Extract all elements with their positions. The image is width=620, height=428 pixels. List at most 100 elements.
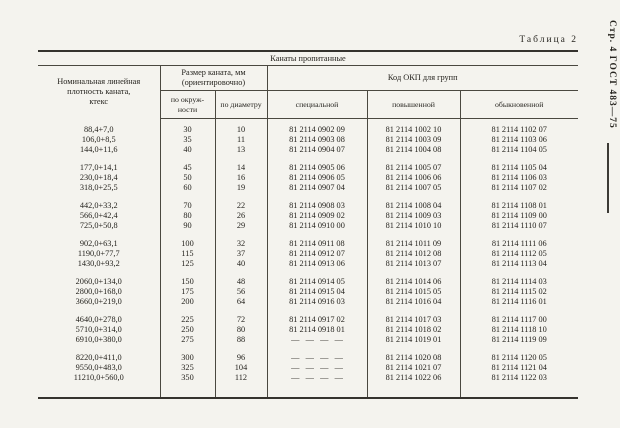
- table-cell: 81 2114 1012 08: [367, 249, 461, 259]
- table-cell: 81 2114 0915 04: [267, 287, 368, 297]
- table-cell: 81 2114 0910 00: [267, 221, 368, 231]
- table-cell: 30: [160, 118, 216, 135]
- table-cell: 32: [215, 231, 268, 249]
- table-row: 9550,0+483,0 325 104— — — —81 2114 1021 07…: [38, 363, 578, 373]
- table-cell: 725,0+50,8: [38, 221, 161, 231]
- table-cell: 81 2114 1010 10: [367, 221, 461, 231]
- table-cell: 81 2114 1009 03: [367, 211, 461, 221]
- table-cell: — — — —: [267, 373, 368, 398]
- table-cell: 81 2114 1003 09: [367, 135, 461, 145]
- table-cell: 81 2114 1116 01: [491, 297, 547, 306]
- table-cell: 81 2114 1121 04: [491, 363, 547, 372]
- header-density: Номинальная линейная плотность каната, к…: [38, 65, 161, 119]
- table-cell: 81 2114 1017 03: [367, 307, 461, 325]
- page-margin-rule: [607, 143, 609, 213]
- table-cell: 81 2114 1018 02: [367, 325, 461, 335]
- table-cell: 4640,0+278,0: [38, 307, 161, 325]
- table-row: 1190,0+77,7 115 37 81 2114 0912 07 81 2114 1…: [38, 249, 578, 259]
- table-cell: 60: [160, 183, 216, 193]
- table-cell: 29: [215, 221, 268, 231]
- table-row: 442,0+33,2 70 22 81 2114 0908 03 81 2114 100…: [38, 193, 578, 211]
- table-cell: 81 2114 1013 07: [367, 259, 461, 269]
- table-row: 2060,0+134,0 150 48 81 2114 0914 05 81 2114 …: [38, 269, 578, 287]
- table-cell: 81 2114 0904 07: [267, 145, 368, 155]
- table-cell: 48: [215, 269, 268, 287]
- table-cell: 112: [215, 373, 268, 398]
- table-cell: 81 2114 1106 03: [491, 173, 547, 182]
- table-cell: — — — —: [267, 335, 368, 345]
- table-cell: 72: [215, 307, 268, 325]
- table-cell: 81 2114 1111 06: [491, 239, 547, 248]
- table-cell: 81 2114 1011 09: [367, 231, 461, 249]
- header-grade-elevated: повышенной: [367, 90, 461, 119]
- table-row: 230,0+18,4 50 16 81 2114 0906 05 81 2114 100…: [38, 173, 578, 183]
- table-span-row: Канаты пропитанные: [38, 51, 578, 66]
- table-cell: 81 2114 1113 04: [491, 259, 547, 268]
- table-row: 6910,0+380,0 275 88— — — —81 2114 1019 01 8…: [38, 335, 578, 345]
- header-by-diameter: по диаметру: [215, 90, 268, 119]
- table-cell: 50: [160, 173, 216, 183]
- table-cell: 13: [215, 145, 268, 155]
- table-cell: 81 2114 0918 01: [267, 325, 368, 335]
- table-cell: 225: [160, 307, 216, 325]
- table-cell: 81 2114 1115 02: [491, 287, 547, 296]
- table-cell: 81 2114 0916 03: [267, 297, 368, 307]
- table-cell: 2800,0+168,0: [38, 287, 161, 297]
- table-cell: 81 2114 1109 00: [491, 211, 547, 220]
- header-size-group: Размер каната, мм (ориентировочно): [160, 65, 268, 91]
- table-cell: 81 2114 1112 05: [491, 249, 547, 258]
- table-cell: 230,0+18,4: [38, 173, 161, 183]
- table-cell: 81 2114 1102 07: [491, 125, 547, 134]
- table-cell: 81 2114 1114 03: [491, 277, 547, 286]
- table-cell: 81 2114 0909 02: [267, 211, 368, 221]
- table-row: 2800,0+168,0 175 56 81 2114 0915 04 81 2114 …: [38, 287, 578, 297]
- table-cell: 104: [215, 363, 268, 373]
- table-cell: 81 2114 1105 04: [491, 163, 547, 172]
- table-cell: 88: [215, 335, 268, 345]
- table-cell: 81 2114 0906 05: [267, 173, 368, 183]
- table-cell: 81 2114 1015 05: [367, 287, 461, 297]
- table-cell: 318,0+25,5: [38, 183, 161, 193]
- header-grade-special: специальной: [267, 90, 368, 119]
- table-cell: 81 2114 1014 06: [367, 269, 461, 287]
- table-row: 725,0+50,8 90 29 81 2114 0910 00 81 2114 101…: [38, 221, 578, 231]
- table-cell: 8220,0+411,0: [38, 345, 161, 363]
- page-margin-note: Стр. 4 ГОСТ 483—75: [607, 20, 617, 129]
- table-cell: 275: [160, 335, 216, 345]
- table-cell: 81 2114 1122 03: [491, 373, 547, 382]
- table-cell: 200: [160, 297, 216, 307]
- table-cell: — — — —: [267, 363, 368, 373]
- table-cell: 81 2114 1118 10: [491, 325, 547, 334]
- table-cell: 40: [215, 259, 268, 269]
- table-cell: 81 2114 1120 05: [491, 353, 547, 362]
- table-cell: 35: [160, 135, 216, 145]
- table-cell: 40: [160, 145, 216, 155]
- table-cell: 81 2114 1021 07: [367, 363, 461, 373]
- table-cell: 177,0+14,1: [38, 155, 161, 173]
- table-body: 88,4+7,0 30 10 81 2114 0902 09 81 2114 1002 …: [38, 118, 578, 398]
- table-cell: 16: [215, 173, 268, 183]
- table-cell: 80: [160, 211, 216, 221]
- table-cell: 80: [215, 325, 268, 335]
- table-cell: 1190,0+77,7: [38, 249, 161, 259]
- table-cell: 81 2114 1117 00: [491, 315, 547, 324]
- table-cell: 70: [160, 193, 216, 211]
- table-cell: 81 2114 0903 08: [267, 135, 368, 145]
- table-cell: 3660,0+219,0: [38, 297, 161, 307]
- table-cell: 81 2114 1107 02: [491, 183, 547, 192]
- table-cell: 81 2114 1008 04: [367, 193, 461, 211]
- table-row: 1430,0+93,2 125 40 81 2114 0913 06 81 2114 1…: [38, 259, 578, 269]
- table-cell: 1430,0+93,2: [38, 259, 161, 269]
- table-cell: 250: [160, 325, 216, 335]
- table-cell: 902,0+63,1: [38, 231, 161, 249]
- table-cell: 115: [160, 249, 216, 259]
- table-cell: 19: [215, 183, 268, 193]
- table-cell: 106,0+8,5: [38, 135, 161, 145]
- header-by-circumference: по окруж- ности: [160, 90, 216, 119]
- table-cell: 81 2114 1108 01: [491, 201, 547, 210]
- table-cell: 81 2114 1103 06: [491, 135, 547, 144]
- table-cell: 81 2114 1005 07: [367, 155, 461, 173]
- table-cell: 81 2114 1016 04: [367, 297, 461, 307]
- table-cell: 81 2114 0912 07: [267, 249, 368, 259]
